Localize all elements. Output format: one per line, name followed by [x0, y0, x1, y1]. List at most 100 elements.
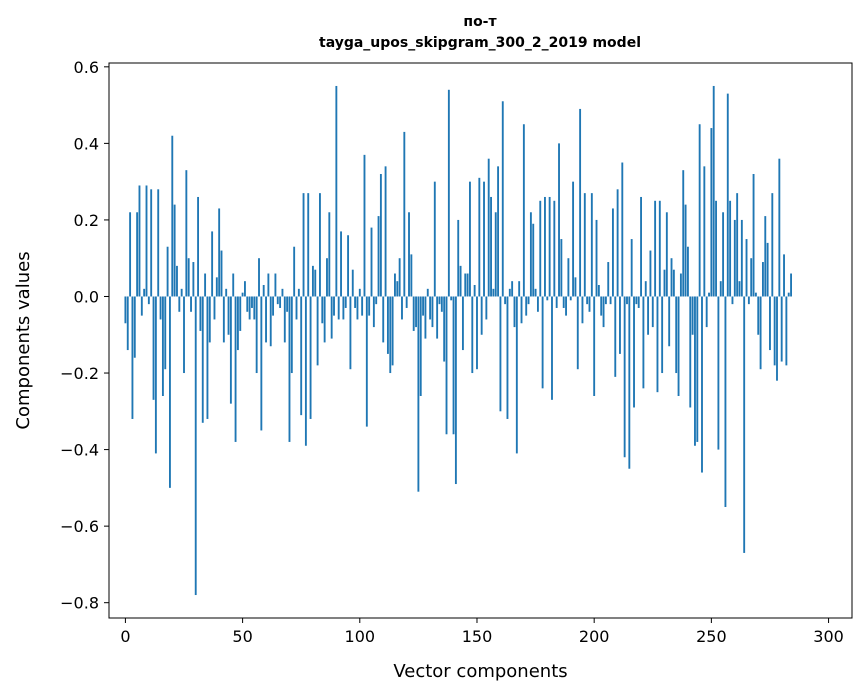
bar	[436, 296, 439, 339]
bar	[199, 296, 202, 331]
x-tick-label: 100	[345, 627, 376, 646]
bar	[553, 200, 556, 297]
bar	[778, 158, 781, 297]
bar	[316, 296, 319, 366]
bar	[335, 85, 338, 297]
bar	[665, 212, 668, 297]
bar	[529, 212, 532, 297]
bar	[147, 296, 150, 305]
bar	[722, 212, 725, 297]
bar	[288, 296, 291, 442]
y-tick-label: 0.2	[74, 211, 99, 230]
bar	[309, 296, 312, 419]
bar	[349, 296, 352, 370]
bar	[213, 296, 216, 320]
bar	[731, 296, 734, 305]
bar	[675, 296, 678, 374]
bar	[211, 231, 214, 297]
bar	[771, 193, 774, 297]
bar	[173, 204, 176, 297]
bar	[656, 296, 659, 393]
bar	[558, 143, 560, 297]
bar	[473, 285, 476, 297]
bar	[633, 296, 635, 408]
bar	[679, 273, 682, 297]
bar	[457, 219, 460, 297]
bar	[384, 166, 387, 297]
bar	[544, 196, 546, 297]
bar	[403, 131, 406, 297]
bar	[126, 296, 129, 351]
bar	[180, 288, 183, 297]
bar	[649, 250, 652, 297]
bar	[637, 296, 640, 308]
axes-group: 0 50 100 150 200 250 300 −0.8 −0.6 −0.4 −0.2 0.0 0.2…	[13, 58, 853, 682]
bar	[272, 296, 275, 316]
bar	[607, 262, 610, 297]
bar	[548, 196, 551, 297]
bar	[431, 296, 434, 328]
bar	[532, 223, 535, 297]
bar	[314, 269, 317, 297]
bar	[696, 296, 699, 442]
bar	[759, 296, 762, 370]
bar	[616, 189, 619, 297]
bar	[131, 296, 134, 419]
bar	[372, 296, 375, 328]
bar	[726, 93, 729, 297]
bar	[740, 219, 743, 297]
bar	[647, 296, 650, 335]
bar	[229, 296, 232, 404]
bar	[290, 296, 293, 374]
bar	[300, 296, 303, 416]
bar	[761, 262, 764, 297]
bar	[323, 296, 326, 343]
bar	[478, 177, 481, 297]
bar	[133, 296, 136, 358]
bar	[138, 185, 141, 297]
bar	[579, 108, 582, 297]
bar	[670, 258, 673, 297]
bar	[743, 296, 746, 553]
bar	[483, 181, 485, 297]
bar	[206, 296, 209, 419]
bar	[710, 128, 713, 297]
bar	[204, 273, 207, 297]
x-tick-label: 250	[696, 627, 727, 646]
bar	[417, 296, 420, 492]
bar	[536, 296, 539, 312]
bar	[534, 288, 537, 297]
plot-frame	[108, 62, 853, 619]
bar	[506, 296, 509, 419]
bar	[677, 296, 680, 396]
bar	[197, 196, 200, 297]
bar	[790, 273, 792, 297]
bar	[363, 154, 366, 297]
bar	[541, 296, 544, 389]
bar	[185, 170, 188, 297]
bar	[661, 296, 664, 374]
bar	[602, 296, 605, 328]
bar	[487, 158, 490, 297]
bar	[281, 288, 284, 297]
bar	[569, 296, 572, 301]
bar	[377, 216, 380, 297]
bar	[654, 200, 657, 297]
bar	[253, 296, 256, 320]
bar	[140, 296, 143, 316]
bar	[330, 296, 333, 339]
bar	[396, 281, 399, 297]
bar	[220, 250, 223, 297]
bar	[466, 273, 469, 297]
bar	[595, 219, 598, 297]
bar	[429, 296, 432, 320]
y-tick-label: 0.6	[74, 58, 99, 77]
bar	[769, 296, 771, 351]
bar	[745, 239, 748, 297]
bar	[562, 296, 565, 308]
bar	[326, 258, 328, 297]
bar	[295, 296, 298, 320]
bar	[190, 296, 192, 312]
bar	[752, 174, 755, 297]
bar	[776, 296, 778, 381]
